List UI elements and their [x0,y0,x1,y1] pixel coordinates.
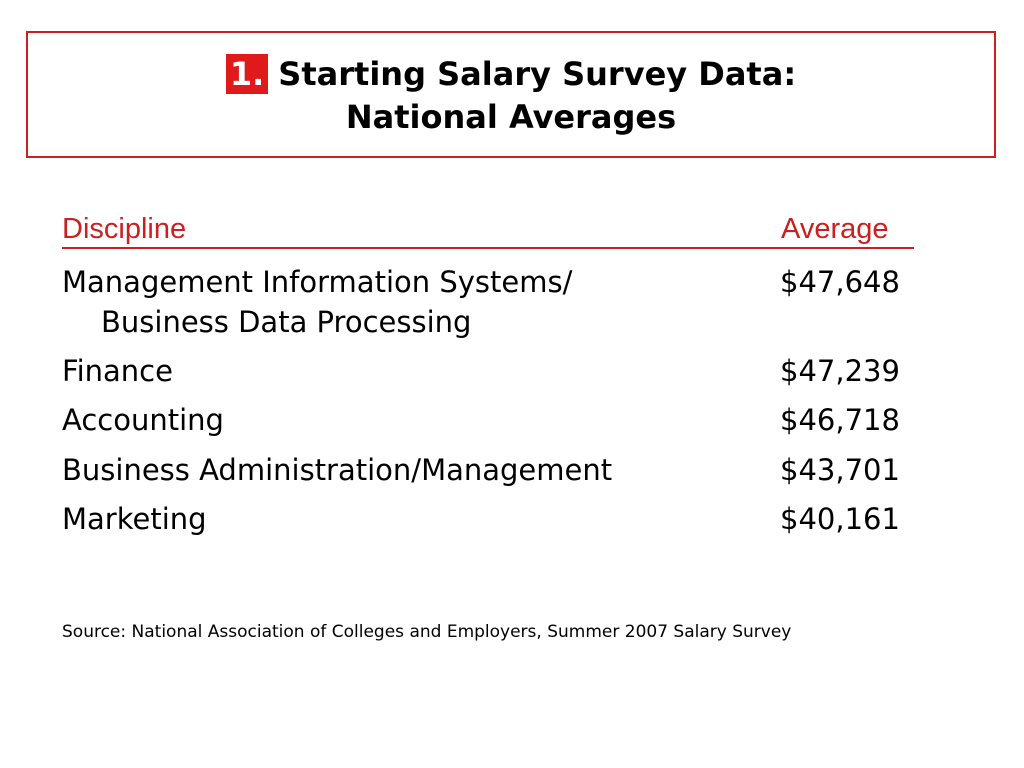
average-cell: $43,701 [780,453,900,487]
discipline-cell: Management Information Systems/ Business… [62,262,572,342]
title-box: 1. Starting Salary Survey Data: National … [26,31,996,158]
table-header: Discipline Average [62,211,914,249]
average-cell: $46,718 [780,403,900,437]
header-discipline: Discipline [62,213,187,245]
discipline-cell: Business Administration/Management [62,453,613,487]
discipline-cell: Marketing [62,502,207,536]
discipline-label-continuation: Business Data Processing [101,305,472,339]
discipline-cell: Accounting [62,403,224,437]
title-line-1: 1. Starting Salary Survey Data: [28,54,994,94]
discipline-cell: Finance [62,354,173,388]
discipline-label: Management Information Systems/ [62,265,573,299]
title-number-badge: 1. [225,54,269,94]
header-average: Average [781,213,889,245]
source-citation: Source: National Association of Colleges… [62,622,792,642]
title-text-line-2: National Averages [345,98,677,136]
average-cell: $47,239 [780,354,900,388]
title-text-line-1: Starting Salary Survey Data: [278,55,797,93]
average-cell: $47,648 [780,265,900,299]
average-cell: $40,161 [780,502,900,536]
